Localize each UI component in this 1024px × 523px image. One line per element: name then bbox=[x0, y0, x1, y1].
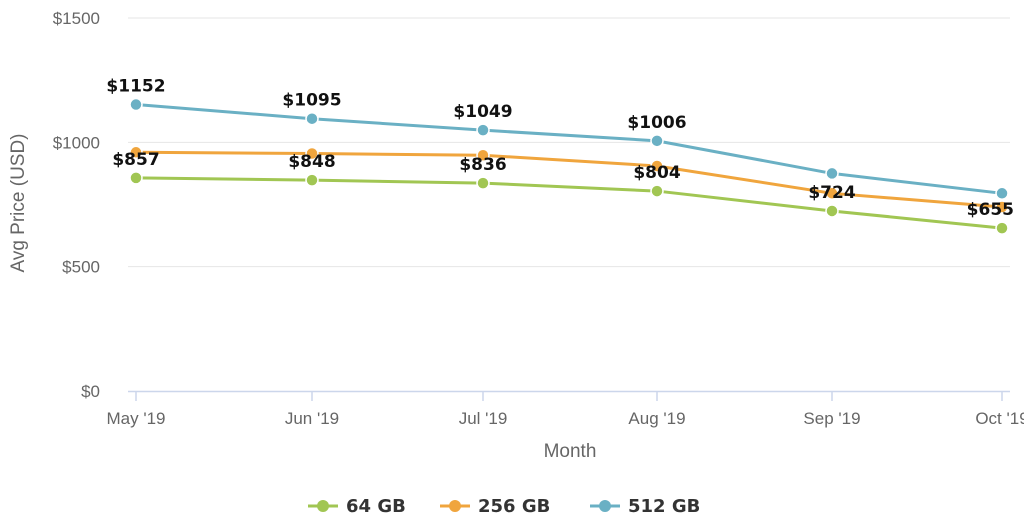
data-point[interactable] bbox=[825, 204, 839, 218]
data-point[interactable] bbox=[650, 184, 664, 198]
legend-marker-icon bbox=[599, 500, 611, 512]
data-point[interactable] bbox=[305, 173, 319, 187]
axes: $0 $500 $1000 $1500 May '19 Jun '19 Jul '19 Aug… bbox=[53, 9, 1024, 428]
data-label: $655 bbox=[967, 200, 1014, 220]
data-labels: $857 $848 $836 $804 $724 $655 $1152 $1095 $1049 $… bbox=[106, 77, 1014, 221]
x-tick-label: Jun '19 bbox=[285, 409, 339, 428]
data-label: $1095 bbox=[282, 91, 341, 111]
x-tick-label: Sep '19 bbox=[803, 409, 860, 428]
x-tick-label: May '19 bbox=[107, 409, 166, 428]
data-point[interactable] bbox=[305, 111, 319, 126]
legend-marker-icon bbox=[449, 500, 461, 512]
series-64gb bbox=[129, 171, 1009, 235]
y-tick-label: $500 bbox=[62, 258, 100, 277]
series-line bbox=[135, 150, 1003, 209]
data-label: $836 bbox=[459, 155, 506, 175]
y-tick-label: $1000 bbox=[53, 133, 100, 152]
data-point[interactable] bbox=[650, 134, 664, 148]
x-tick-label: Oct '19 bbox=[975, 409, 1024, 428]
data-label: $1152 bbox=[106, 77, 165, 97]
series-line bbox=[135, 176, 1003, 230]
gridlines bbox=[128, 17, 1010, 268]
data-point[interactable] bbox=[650, 159, 664, 173]
data-point[interactable] bbox=[825, 166, 839, 181]
y-axis-title: Avg Price (USD) bbox=[8, 133, 29, 272]
data-point[interactable] bbox=[825, 186, 839, 201]
data-label: $804 bbox=[633, 163, 680, 183]
x-axis-title: Month bbox=[544, 441, 597, 462]
legend-marker-icon bbox=[317, 500, 329, 512]
data-point[interactable] bbox=[995, 186, 1009, 201]
x-tick-label: Jul '19 bbox=[459, 409, 508, 428]
data-point[interactable] bbox=[476, 123, 490, 137]
legend-label: 256 GB bbox=[478, 496, 550, 517]
legend-item-512gb[interactable]: 512 GB bbox=[590, 496, 700, 517]
legend-label: 512 GB bbox=[628, 496, 700, 517]
y-tick-label: $0 bbox=[81, 382, 100, 401]
data-label: $848 bbox=[288, 152, 335, 172]
data-label: $1006 bbox=[627, 113, 686, 133]
data-point[interactable] bbox=[476, 148, 490, 163]
x-tick-label: Aug '19 bbox=[628, 409, 685, 428]
series-line bbox=[135, 103, 1003, 195]
data-point[interactable] bbox=[129, 97, 143, 112]
y-tick-label: $1500 bbox=[53, 9, 100, 28]
data-label: $857 bbox=[112, 150, 159, 170]
series bbox=[129, 97, 1009, 235]
legend-label: 64 GB bbox=[346, 496, 406, 517]
data-point[interactable] bbox=[129, 171, 143, 185]
data-point[interactable] bbox=[305, 146, 319, 161]
data-point[interactable] bbox=[995, 200, 1009, 214]
data-label: $1049 bbox=[453, 102, 512, 122]
legend-item-64gb[interactable]: 64 GB bbox=[308, 496, 406, 517]
series-256gb bbox=[129, 145, 1009, 214]
data-point[interactable] bbox=[995, 221, 1009, 235]
data-point[interactable] bbox=[129, 145, 143, 160]
legend-item-256gb[interactable]: 256 GB bbox=[440, 496, 550, 517]
data-label: $724 bbox=[808, 183, 855, 203]
data-point[interactable] bbox=[476, 176, 490, 190]
legend: 64 GB 256 GB 512 GB bbox=[308, 496, 700, 517]
series-512gb bbox=[129, 97, 1009, 201]
